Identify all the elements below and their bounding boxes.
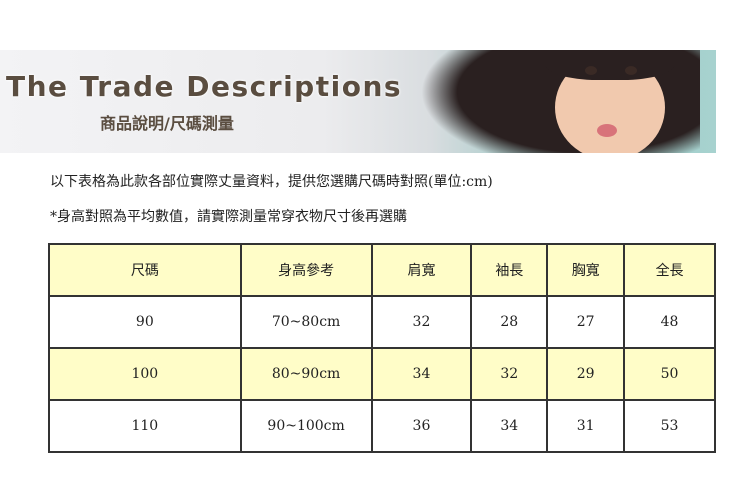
- banner: The Trade Descriptions 商品說明/尺碼測量: [0, 50, 716, 153]
- banner-photo-bangs: [545, 50, 675, 80]
- cell: 80~90cm: [239, 347, 373, 401]
- cell: 32: [370, 295, 473, 349]
- table-row: 110 90~100cm 36 34 31 53: [48, 399, 716, 453]
- header-cell: 尺碼: [48, 243, 242, 297]
- eye-icon: [625, 66, 637, 75]
- cell: 29: [546, 347, 626, 401]
- cell: 100: [48, 347, 242, 401]
- cell: 32: [470, 347, 549, 401]
- cell: 48: [623, 295, 716, 349]
- banner-subtitle: 商品說明/尺碼測量: [100, 114, 234, 133]
- banner-photo-lips: [597, 124, 617, 137]
- cell: 34: [370, 347, 473, 401]
- cell: 27: [546, 295, 626, 349]
- table-header-row: 尺碼 身高參考 肩寬 袖長 胸寬 全長: [48, 243, 716, 297]
- cell: 110: [48, 399, 242, 453]
- cell: 90~100cm: [239, 399, 373, 453]
- header-cell: 全長: [623, 243, 716, 297]
- cell: 28: [470, 295, 549, 349]
- cell: 90: [48, 295, 242, 349]
- header-cell: 肩寬: [370, 243, 473, 297]
- cell: 50: [623, 347, 716, 401]
- banner-title: The Trade Descriptions: [6, 70, 403, 103]
- header-cell: 胸寬: [546, 243, 626, 297]
- cell: 70~80cm: [239, 295, 373, 349]
- note-height: *身高對照為平均數值，請實際測量常穿衣物尺寸後再選購: [50, 209, 407, 225]
- header-cell: 袖長: [470, 243, 549, 297]
- cell: 31: [546, 399, 626, 453]
- note-unit: 以下表格為此款各部位實際丈量資料，提供您選購尺碼時對照(單位:cm): [50, 174, 493, 190]
- cell: 36: [370, 399, 473, 453]
- table-row: 100 80~90cm 34 32 29 50: [48, 347, 716, 401]
- header-cell: 身高參考: [239, 243, 373, 297]
- table-row: 90 70~80cm 32 28 27 48: [48, 295, 716, 349]
- size-table: 尺碼 身高參考 肩寬 袖長 胸寬 全長 90 70~80cm 32 28 27 …: [48, 243, 716, 453]
- cell: 53: [623, 399, 716, 453]
- eye-icon: [585, 66, 597, 75]
- cell: 34: [470, 399, 549, 453]
